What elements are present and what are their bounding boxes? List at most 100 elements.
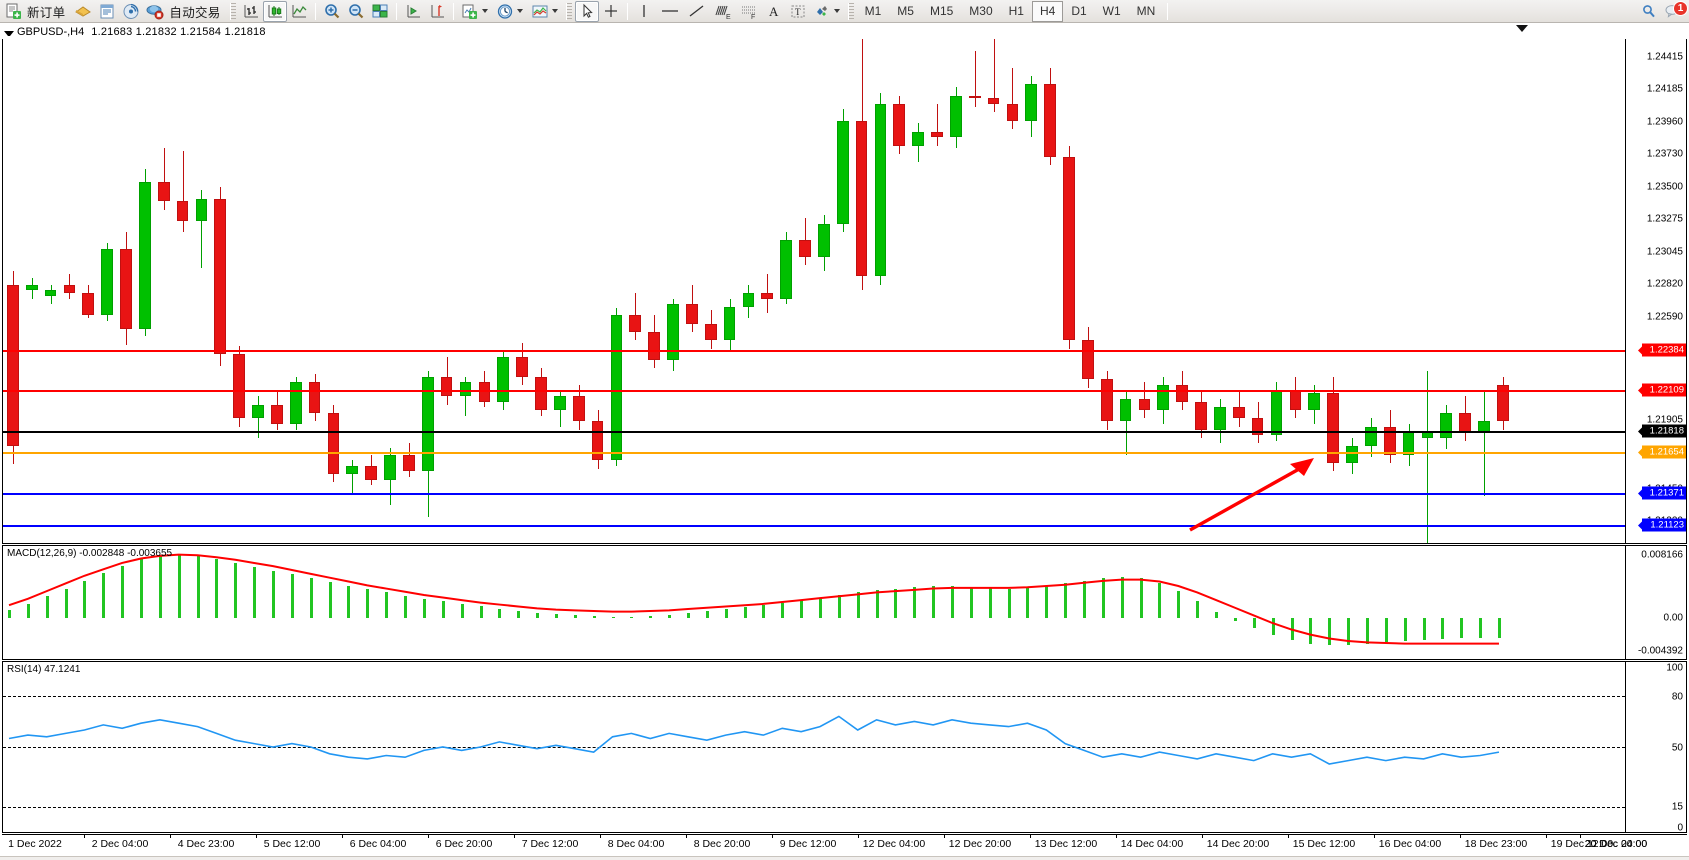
macd-histogram-bar: [894, 588, 898, 618]
rsi-axis-tick: 100: [1666, 662, 1683, 674]
timeframe-w1[interactable]: W1: [1102, 4, 1121, 18]
macd-histogram-bar: [1101, 578, 1105, 618]
macd-histogram-bar: [932, 586, 936, 618]
time-axis-tick: 16 Dec 04:00: [1378, 838, 1442, 850]
level-line-support-orange[interactable]: [3, 452, 1625, 454]
rsi-axis-tick: 15: [1671, 801, 1683, 813]
macd-histogram-bar: [422, 598, 426, 618]
price-axis-tick: 1.23960: [1646, 116, 1683, 128]
price-tag-arrow-icon: [1638, 489, 1642, 497]
bar-chart-button[interactable]: [239, 1, 263, 22]
trendline-button[interactable]: [684, 1, 710, 22]
period-dropdown-arrow[interactable]: [516, 9, 525, 13]
chart-scroll-marker: [1515, 25, 1528, 32]
macd-histogram-bar: [8, 610, 11, 618]
templates-dropdown-arrow[interactable]: [551, 9, 560, 13]
level-line-support-upper[interactable]: [3, 493, 1625, 495]
candle-body: [1251, 418, 1264, 436]
elliott-wave-icon: E: [715, 5, 731, 20]
chart-menu-caret-icon[interactable]: [4, 27, 14, 37]
level-line-current-price[interactable]: [3, 431, 1625, 433]
timeframe-m30[interactable]: M30: [969, 4, 993, 18]
timeframe-mn[interactable]: MN: [1136, 4, 1156, 18]
candle-body: [1195, 401, 1207, 430]
toolbar-grip-1[interactable]: [229, 2, 236, 20]
signals-button[interactable]: [119, 1, 143, 22]
rsi-plot-area[interactable]: [3, 662, 1625, 832]
price-plot-area[interactable]: [3, 35, 1625, 543]
fibonacci-button[interactable]: F: [736, 1, 762, 22]
price-axis[interactable]: 1.22384 1.22109 1.21818 1.21654 1.21371 1.211…: [1625, 30, 1686, 559]
time-axis-tick: 5 Dec 12:00: [263, 838, 321, 850]
level-line-support-lower[interactable]: [3, 525, 1625, 527]
price-pane[interactable]: 1.22384 1.22109 1.21818 1.21654 1.21371 1.211…: [2, 30, 1687, 559]
macd-histogram-bar: [272, 570, 276, 618]
timeframe-m5[interactable]: M5: [897, 4, 914, 18]
macd-histogram-bar: [1365, 618, 1369, 644]
macd-histogram-bar: [140, 559, 144, 618]
alerts-button[interactable]: 1: [1661, 0, 1688, 22]
vertical-line-button[interactable]: [632, 1, 656, 22]
indicators-dropdown-arrow[interactable]: [481, 9, 490, 13]
candlestick-chart-button[interactable]: [262, 0, 287, 22]
rsi-axis[interactable]: 100 80 50 15 0: [1625, 662, 1686, 834]
search-button[interactable]: [1637, 1, 1661, 22]
candle-body: [987, 98, 1000, 104]
candle-body: [384, 454, 396, 480]
shapes-button[interactable]: [810, 1, 845, 22]
crosshair-button[interactable]: [599, 1, 623, 22]
rsi-pane[interactable]: RSI(14) 47.1241 100 80 50 15 0: [2, 661, 1687, 834]
zoom-in-button[interactable]: [320, 1, 344, 22]
timeframe-h1[interactable]: H1: [1008, 4, 1024, 18]
candle-body: [553, 396, 566, 411]
level-line-resistance-upper[interactable]: [3, 350, 1625, 352]
time-axis-tick: 4 Dec 23:00: [177, 838, 235, 850]
svg-text:A: A: [769, 4, 779, 19]
timeframe-m15[interactable]: M15: [929, 4, 954, 18]
macd-histogram-bar: [290, 574, 294, 618]
candle-body: [327, 412, 340, 475]
macd-histogram-bar: [1215, 611, 1219, 618]
period-button[interactable]: [493, 1, 528, 22]
indicator-list-button[interactable]: [71, 1, 95, 22]
data-window-button[interactable]: [95, 1, 119, 22]
auto-trading-button[interactable]: 自动交易: [143, 1, 226, 22]
price-tag-resistance-upper: 1.22384: [1638, 343, 1686, 357]
indicators-icon: [462, 4, 477, 19]
chart-shift-button[interactable]: [425, 1, 449, 22]
candle-body: [421, 376, 434, 472]
macd-histogram-bar: [234, 562, 238, 618]
text-button[interactable]: A: [762, 1, 786, 22]
horizontal-line-button[interactable]: [656, 1, 684, 22]
shapes-dropdown-arrow[interactable]: [833, 9, 842, 13]
macd-axis[interactable]: 0.008166 0.00 -0.004392: [1625, 546, 1686, 659]
toolbar-grip-3[interactable]: [847, 2, 854, 20]
cursor-button[interactable]: [574, 0, 599, 22]
candle-body: [346, 465, 359, 475]
price-tag-resistance-lower: 1.22109: [1638, 383, 1686, 397]
toolbar-grip-2[interactable]: [565, 2, 572, 20]
indicators-button[interactable]: [458, 1, 493, 22]
time-axis-mark: [1374, 835, 1375, 838]
tile-windows-button[interactable]: [368, 1, 392, 22]
candle-body: [1006, 103, 1019, 121]
signals-icon: [123, 3, 139, 19]
level-line-resistance-lower[interactable]: [3, 390, 1625, 392]
macd-pane[interactable]: MACD(12,26,9) -0.002848 -0.003655 0.0081…: [2, 545, 1687, 660]
new-order-button[interactable]: 新订单: [2, 1, 71, 22]
timeframe-m1[interactable]: M1: [864, 4, 882, 18]
elliott-wave-button[interactable]: E: [710, 1, 736, 22]
text-label-button[interactable]: T: [786, 1, 810, 22]
line-chart-button[interactable]: [287, 1, 311, 22]
candle-body: [1119, 398, 1132, 422]
candle-body: [1327, 393, 1339, 463]
zoom-out-button[interactable]: [344, 1, 368, 22]
macd-histogram-bar: [26, 603, 30, 618]
timeframe-h4[interactable]: H4: [1031, 0, 1064, 22]
macd-histogram-bar: [1045, 586, 1049, 618]
timeframe-d1[interactable]: D1: [1071, 4, 1087, 18]
macd-plot-area[interactable]: [3, 546, 1625, 659]
time-axis[interactable]: 1 Dec 2022 2 Dec 04:00 4 Dec 23:00 5 Dec 12…: [2, 834, 1687, 856]
templates-button[interactable]: [528, 1, 563, 22]
scroll-end-button[interactable]: [401, 1, 425, 22]
